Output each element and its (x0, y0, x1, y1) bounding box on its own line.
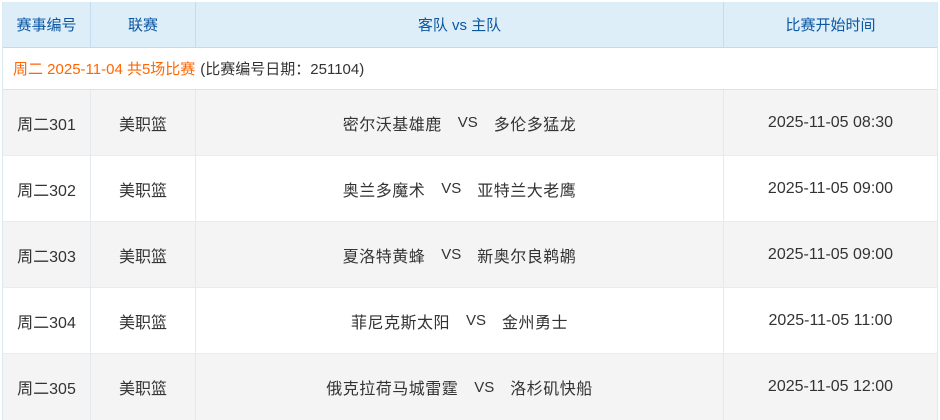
home-team: 新奥尔良鹈鹕 (477, 248, 577, 266)
start-time-cell: 2025-11-05 08:30 (767, 113, 894, 131)
home-team: 金州勇士 (502, 314, 569, 332)
start-time-cell: 2025-11-05 11:00 (768, 311, 893, 329)
table-row: 周二303 美职篮 夏洛特黄蜂 VS 新奥尔良鹈鹕 2025-11-05 09:… (3, 222, 937, 288)
header-league: 联赛 (91, 2, 196, 47)
league-cell: 美职篮 (91, 156, 196, 221)
away-team: 菲尼克斯太阳 (350, 314, 450, 332)
table-row: 周二305 美职篮 俄克拉荷马城雷霆 VS 洛杉矶快船 2025-11-05 1… (3, 354, 937, 420)
table-row: 周二302 美职篮 奥兰多魔术 VS 亚特兰大老鹰 2025-11-05 09:… (3, 156, 937, 222)
away-team: 俄克拉荷马城雷霆 (326, 381, 459, 398)
table-row: 周二301 美职篮 密尔沃基雄鹿 VS 多伦多猛龙 2025-11-05 08:… (3, 90, 937, 156)
start-time-cell: 2025-11-05 09:00 (767, 245, 894, 263)
league-cell: 美职篮 (91, 354, 196, 420)
vs-label: VS (465, 312, 486, 329)
header-match-id: 赛事编号 (3, 2, 91, 47)
start-time-cell: 2025-11-05 12:00 (767, 378, 894, 395)
header-teams: 客队 vs 主队 (196, 2, 724, 47)
home-team: 亚特兰大老鹰 (477, 182, 577, 200)
date-summary-row: 周二 2025-11-04 共5场比赛 (比赛编号日期：251104) (3, 48, 937, 90)
away-team: 夏洛特黄蜂 (342, 248, 426, 266)
match-id-cell: 周二302 (3, 156, 91, 221)
table-header-row: 赛事编号 联赛 客队 vs 主队 比赛开始时间 (3, 2, 937, 48)
league-cell: 美职篮 (91, 90, 196, 155)
vs-label: VS (441, 246, 462, 263)
teams-cell: 菲尼克斯太阳 VS 金州勇士 (196, 288, 724, 353)
home-team: 洛杉矶快船 (510, 381, 593, 398)
match-id-cell: 周二303 (3, 222, 91, 287)
vs-label: VS (474, 378, 495, 396)
date-summary-highlight: 周二 2025-11-04 共5场比赛 (13, 61, 196, 78)
table-row: 周二304 美职篮 菲尼克斯太阳 VS 金州勇士 2025-11-05 11:0… (3, 288, 937, 354)
date-summary-note: (比赛编号日期：251104) (200, 61, 365, 78)
away-team: 密尔沃基雄鹿 (342, 116, 442, 134)
teams-cell: 夏洛特黄蜂 VS 新奥尔良鹈鹕 (196, 222, 724, 287)
match-id-cell: 周二301 (3, 90, 91, 155)
teams-cell: 密尔沃基雄鹿 VS 多伦多猛龙 (196, 90, 724, 155)
home-team: 多伦多猛龙 (493, 116, 577, 134)
vs-label: VS (457, 114, 478, 131)
vs-label: VS (441, 180, 462, 197)
match-id-cell: 周二305 (3, 354, 91, 420)
league-cell: 美职篮 (91, 222, 196, 287)
start-time-cell: 2025-11-05 09:00 (767, 179, 894, 197)
away-team: 奥兰多魔术 (342, 182, 426, 200)
match-id-cell: 周二304 (3, 288, 91, 353)
teams-cell: 奥兰多魔术 VS 亚特兰大老鹰 (196, 156, 724, 221)
header-start-time: 比赛开始时间 (785, 17, 876, 34)
teams-cell: 俄克拉荷马城雷霆 VS 洛杉矶快船 (196, 354, 724, 420)
league-cell: 美职篮 (91, 288, 196, 353)
